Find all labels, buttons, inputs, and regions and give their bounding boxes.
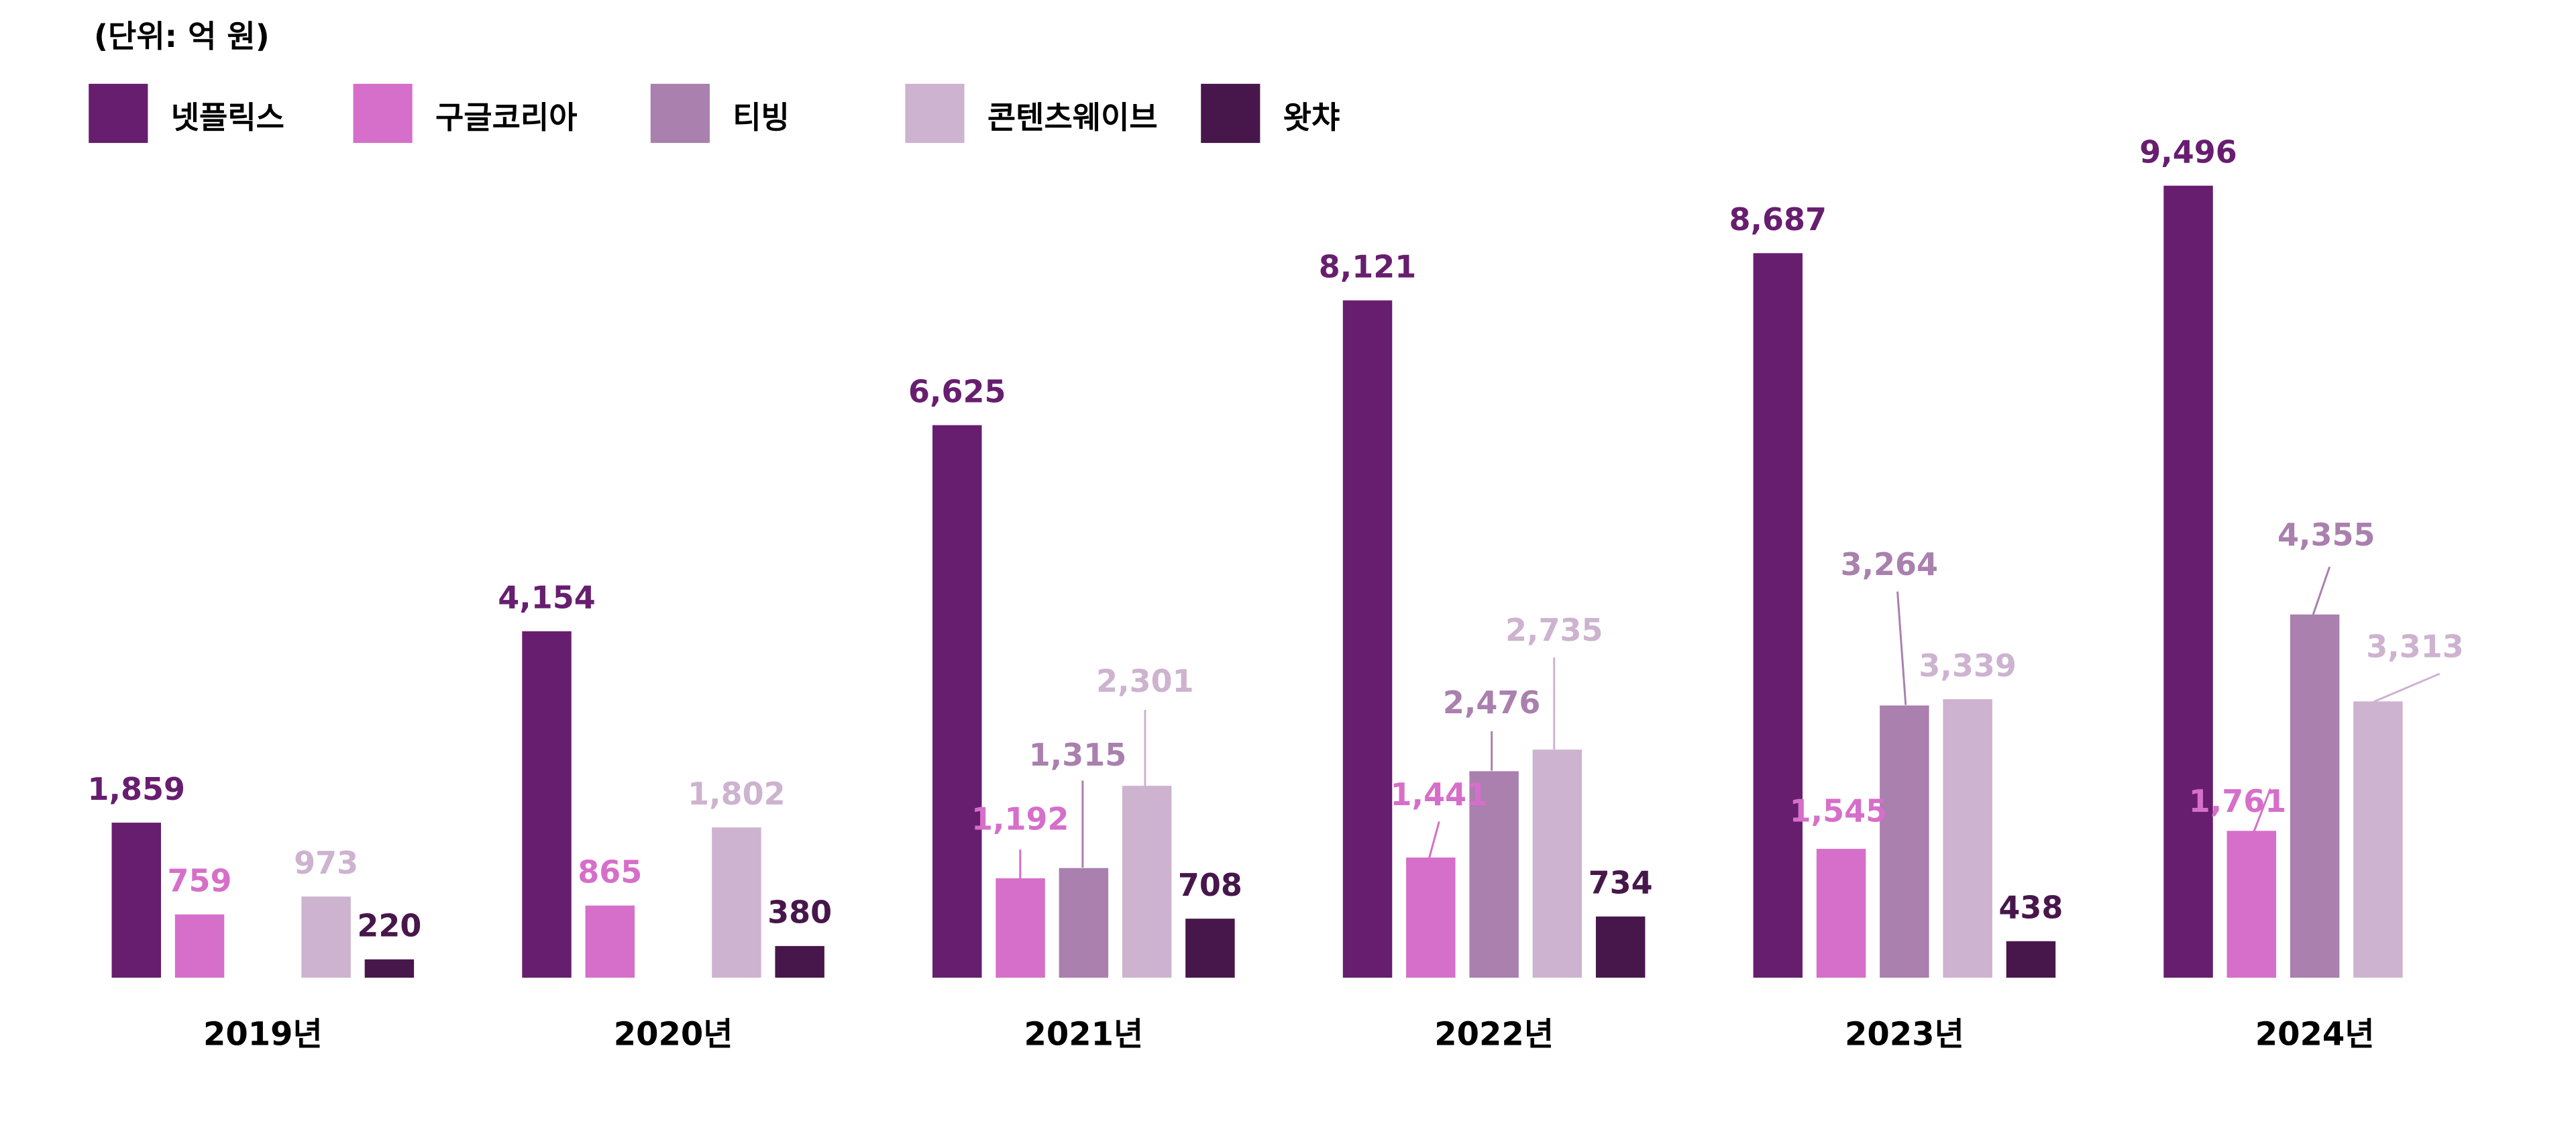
legend-label: 왓챠 xyxy=(1283,99,1340,136)
legend-label: 넷플릭스 xyxy=(171,99,284,136)
data-label: 4,355 xyxy=(2277,517,2375,553)
data-label: 3,313 xyxy=(2366,629,2464,665)
x-tick-label: 2021년 xyxy=(1024,1016,1143,1053)
bar xyxy=(301,896,351,978)
legend-label: 티빙 xyxy=(733,99,790,136)
legend-swatch xyxy=(1201,83,1260,144)
data-label: 1,859 xyxy=(88,771,186,807)
bar xyxy=(2006,941,2056,978)
legend: 넷플릭스 구글코리아 티빙 콘텐츠웨이브 왓챠 xyxy=(89,83,1340,144)
bar xyxy=(996,878,1045,978)
data-label: 8,687 xyxy=(1729,201,1827,238)
data-label: 438 xyxy=(1998,889,2063,925)
legend-swatch xyxy=(353,83,413,144)
x-axis-labels: 2019년 2020년 2021년 2022년 2023년 2024년 xyxy=(203,1016,2375,1053)
data-label: 9,496 xyxy=(2139,134,2237,170)
bar xyxy=(364,959,415,978)
x-tick-label: 2022년 xyxy=(1434,1016,1554,1053)
data-label: 3,264 xyxy=(1841,546,1939,582)
data-label: 2,301 xyxy=(1096,663,1194,699)
data-label: 734 xyxy=(1589,865,1653,901)
legend-label: 구글코리아 xyxy=(435,99,578,136)
bar xyxy=(712,827,761,978)
bar xyxy=(2226,831,2277,978)
data-label: 865 xyxy=(578,853,642,890)
bar xyxy=(585,905,635,978)
legend-swatch xyxy=(650,83,710,144)
unit-label: (단위: 억 원) xyxy=(94,18,270,54)
data-label: 759 xyxy=(168,863,232,899)
data-label: 4,154 xyxy=(498,579,596,615)
data-label: 973 xyxy=(294,845,358,881)
data-label: 1,441 xyxy=(1391,776,1489,813)
data-label: 2,476 xyxy=(1443,684,1541,721)
data-label: 380 xyxy=(767,894,832,931)
data-label: 3,339 xyxy=(1919,647,2017,684)
bar xyxy=(932,425,982,978)
bar xyxy=(775,945,824,978)
data-label: 1,315 xyxy=(1029,737,1127,773)
bar xyxy=(1532,749,1582,978)
bar xyxy=(111,823,161,978)
leader-line xyxy=(2253,788,2271,832)
bar xyxy=(1816,849,1866,978)
bar xyxy=(1469,771,1519,978)
legend-label: 콘텐츠웨이브 xyxy=(987,99,1158,136)
bars xyxy=(111,185,2403,978)
leader-line xyxy=(2373,672,2440,703)
bar xyxy=(1880,705,1929,978)
bar xyxy=(1943,699,1992,978)
bar xyxy=(1595,916,1646,978)
bar xyxy=(2163,185,2213,978)
x-tick-label: 2024년 xyxy=(2255,1016,2375,1053)
legend-swatch xyxy=(905,83,965,144)
bar xyxy=(1753,253,1803,978)
data-label: 1,761 xyxy=(2189,783,2287,819)
leader-line xyxy=(1896,591,1907,705)
bar xyxy=(1406,858,1456,978)
bar xyxy=(1185,919,1235,978)
data-label: 1,545 xyxy=(1790,792,1888,829)
data-label: 8,121 xyxy=(1319,248,1417,284)
bar xyxy=(174,914,225,978)
data-label: 1,192 xyxy=(971,801,1069,837)
data-label: 708 xyxy=(1178,867,1242,903)
bar xyxy=(2290,614,2340,978)
bar xyxy=(1342,300,1393,978)
x-tick-label: 2019년 xyxy=(203,1016,323,1053)
data-label: 220 xyxy=(357,908,421,944)
leader-line xyxy=(1428,821,1440,858)
x-tick-label: 2023년 xyxy=(1845,1016,1964,1053)
bar xyxy=(522,631,572,978)
data-label: 6,625 xyxy=(908,373,1006,409)
bar xyxy=(2353,701,2403,978)
bar xyxy=(1059,868,1109,978)
legend-swatch xyxy=(89,83,148,144)
leader-line xyxy=(2312,566,2331,615)
data-label: 1,802 xyxy=(688,776,786,812)
bar xyxy=(1122,786,1172,978)
data-labels: 1,859 759 973 220 4,154 865 1,802 380 6,625 1,192… xyxy=(88,134,2464,943)
x-tick-label: 2020년 xyxy=(614,1016,733,1053)
data-label: 2,735 xyxy=(1505,612,1603,648)
